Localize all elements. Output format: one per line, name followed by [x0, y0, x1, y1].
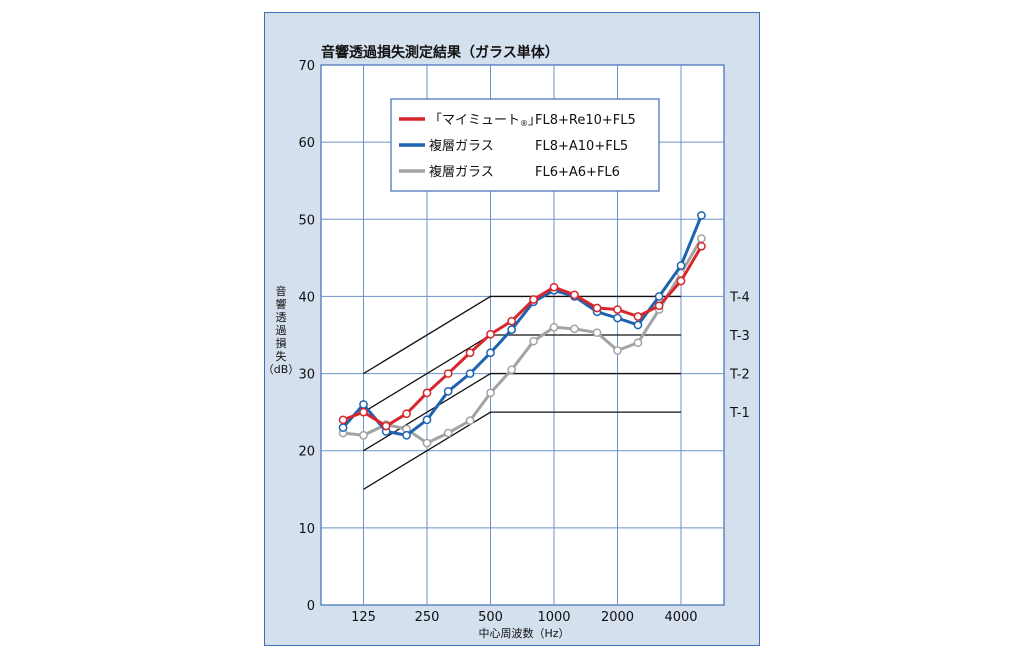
data-point: [676, 261, 686, 270]
data-point: [422, 388, 432, 398]
x-axis-title: 中心周波数（Hz）: [478, 627, 569, 640]
y-axis-ticks: 0 10 20 30 40 50 60 70: [298, 59, 315, 614]
y-axis-title-part: 響: [276, 297, 287, 311]
series-1: [338, 241, 706, 431]
legend-series-name: 複層ガラス: [429, 164, 494, 180]
data-point: [529, 336, 538, 346]
y-tick-label: 10: [298, 522, 315, 537]
data-point: [549, 282, 559, 292]
data-point: [529, 295, 538, 304]
data-point: [359, 430, 368, 440]
data-point: [443, 386, 453, 396]
data-point: [549, 322, 559, 332]
x-tick-label: 500: [478, 610, 503, 625]
data-point: [465, 348, 475, 358]
data-point: [402, 430, 411, 440]
data-point: [359, 400, 368, 409]
data-point: [592, 303, 602, 313]
data-point: [486, 348, 495, 358]
reference-label-t-2: T-2: [729, 368, 750, 383]
data-point: [381, 421, 391, 431]
y-axis-title-part: 透: [276, 311, 287, 324]
reference-label-t-4: T-4: [729, 290, 750, 305]
data-point: [697, 241, 706, 251]
y-axis-title-part: 損: [276, 336, 287, 350]
chart-title: 音響透過損失測定結果（ガラス単体）: [321, 44, 559, 61]
data-point: [633, 320, 643, 330]
x-tick-label: 4000: [664, 610, 697, 625]
chart-svg: 音響透過損失測定結果（ガラス単体） 0 10 20 30 40 50 60 70 125 250…: [265, 44, 750, 640]
data-point: [570, 324, 579, 334]
reference-curve-t-4: [363, 295, 681, 375]
x-axis-ticks: 125 250 500 1000 2000 4000: [351, 610, 697, 625]
data-point: [613, 346, 622, 355]
series-3: [338, 234, 706, 448]
data-point: [486, 329, 495, 339]
y-tick-label: 70: [298, 59, 315, 74]
data-point: [613, 305, 622, 314]
y-axis-title-part: 失: [276, 350, 287, 363]
data-point: [465, 369, 475, 378]
data-point: [697, 234, 706, 243]
data-point: [422, 415, 432, 425]
data-point: [633, 312, 643, 321]
data-point: [654, 301, 664, 311]
y-tick-label: 0: [307, 599, 315, 614]
y-tick-label: 40: [298, 290, 315, 305]
data-series: [338, 211, 706, 448]
data-point: [613, 313, 622, 323]
data-point: [633, 338, 643, 348]
x-tick-label: 1000: [537, 610, 570, 625]
y-tick-label: 60: [298, 136, 315, 151]
data-point: [592, 328, 602, 338]
chart-panel: 音響透過損失測定結果（ガラス単体） 0 10 20 30 40 50 60 70 125 250…: [264, 12, 760, 646]
data-point: [654, 292, 664, 301]
data-point: [507, 365, 517, 375]
data-point: [443, 369, 453, 378]
legend-series-name: 複層ガラス: [429, 138, 494, 154]
y-axis-title-part: （dB）: [265, 363, 299, 376]
data-point: [402, 409, 411, 419]
y-tick-label: 30: [298, 368, 315, 383]
legend-box: [390, 98, 660, 192]
data-point: [359, 407, 368, 417]
legend: 「マイミュート®」FL8+Re10+FL5 複層ガラス FL8+A10+FL5 複層ガ…: [390, 98, 660, 192]
legend-series-name: 「マイミュート®」: [429, 113, 541, 128]
y-axis-title: 音響透過損失（dB）: [265, 284, 299, 376]
reference-label-t-1: T-1: [729, 406, 750, 421]
reference-label-t-3: T-3: [729, 329, 750, 344]
data-point: [443, 428, 453, 438]
reference-curve-t-1: [363, 411, 681, 490]
legend-series-spec: FL6+A6+FL6: [535, 165, 620, 180]
data-point: [338, 423, 348, 432]
data-point: [486, 388, 495, 398]
data-point: [570, 290, 579, 300]
data-point: [465, 416, 475, 425]
x-tick-label: 2000: [601, 610, 634, 625]
y-tick-label: 20: [298, 445, 315, 460]
x-tick-label: 250: [415, 610, 440, 625]
legend-series-spec: FL8+Re10+FL5: [535, 113, 636, 128]
legend-series-spec: FL8+A10+FL5: [535, 139, 628, 154]
y-tick-label: 50: [298, 213, 315, 228]
data-point: [507, 316, 517, 326]
data-point: [507, 325, 517, 334]
data-point: [338, 415, 348, 425]
data-point: [697, 211, 706, 220]
x-tick-label: 125: [351, 610, 376, 625]
y-axis-title-part: 音: [276, 284, 287, 298]
y-axis-title-part: 過: [276, 324, 287, 337]
data-point: [676, 276, 686, 286]
data-point: [422, 438, 432, 448]
